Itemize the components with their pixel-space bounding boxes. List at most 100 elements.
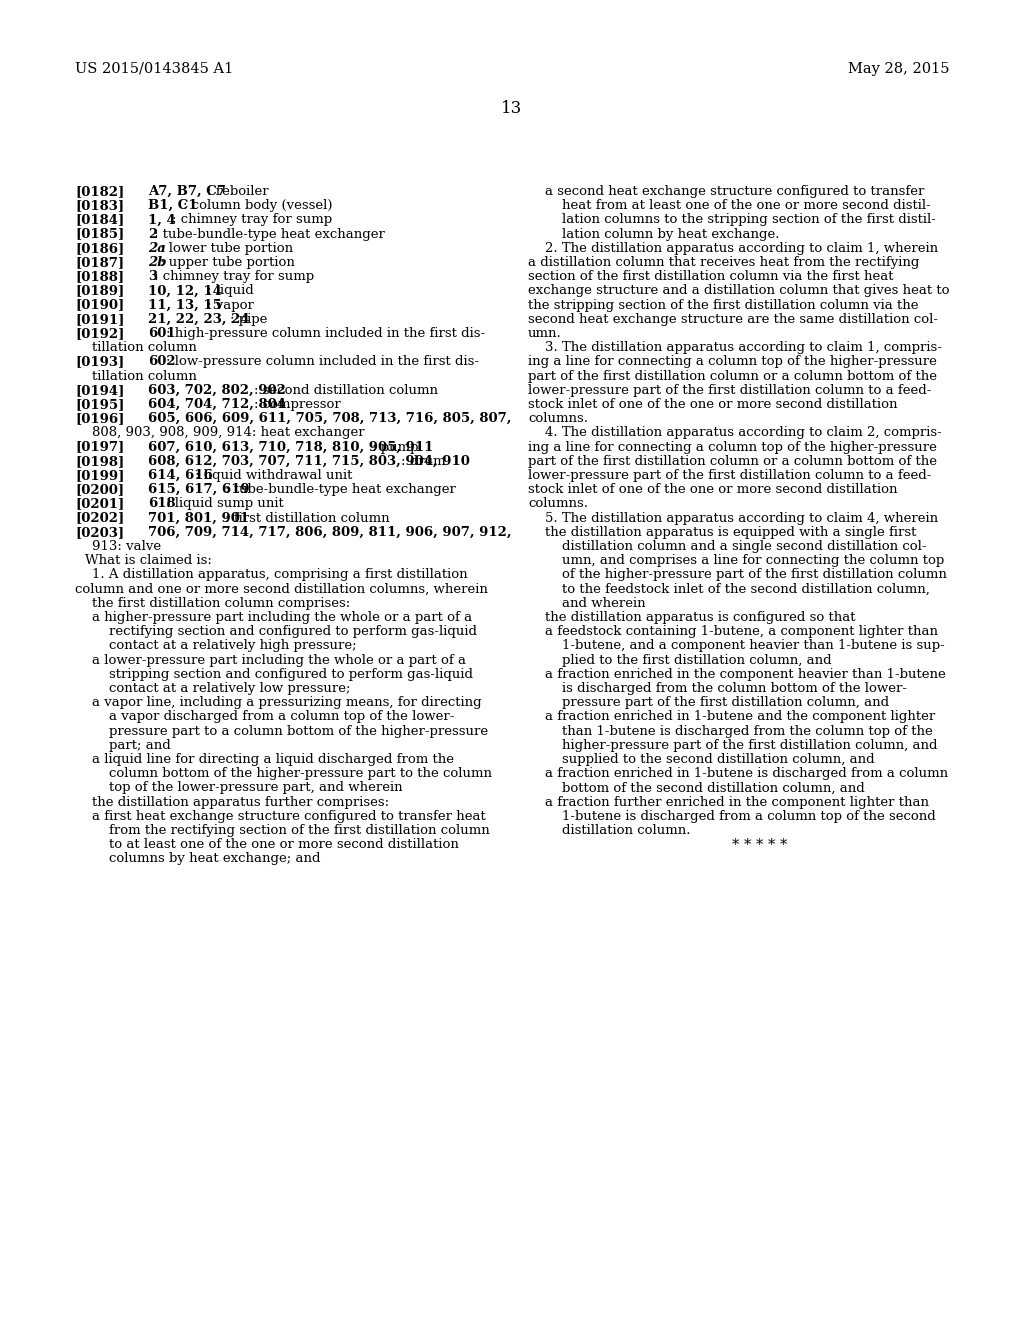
- Text: 615, 617, 619: 615, 617, 619: [148, 483, 250, 496]
- Text: : chimney tray for sump: : chimney tray for sump: [154, 271, 314, 284]
- Text: 706, 709, 714, 717, 806, 809, 811, 906, 907, 912,: 706, 709, 714, 717, 806, 809, 811, 906, …: [148, 525, 512, 539]
- Text: 5. The distillation apparatus according to claim 4, wherein: 5. The distillation apparatus according …: [528, 512, 938, 524]
- Text: a feedstock containing 1-butene, a component lighter than: a feedstock containing 1-butene, a compo…: [528, 626, 938, 638]
- Text: 11, 13, 15: 11, 13, 15: [148, 298, 222, 312]
- Text: [0197]: [0197]: [75, 441, 124, 454]
- Text: lower-pressure part of the first distillation column to a feed-: lower-pressure part of the first distill…: [528, 469, 932, 482]
- Text: : tube-bundle-type heat exchanger: : tube-bundle-type heat exchanger: [154, 227, 385, 240]
- Text: a first heat exchange structure configured to transfer heat: a first heat exchange structure configur…: [75, 809, 485, 822]
- Text: is discharged from the column bottom of the lower-: is discharged from the column bottom of …: [528, 682, 907, 696]
- Text: columns.: columns.: [528, 498, 588, 511]
- Text: [0196]: [0196]: [75, 412, 124, 425]
- Text: A7, B7, C7: A7, B7, C7: [148, 185, 226, 198]
- Text: 913: valve: 913: valve: [75, 540, 161, 553]
- Text: contact at a relatively low pressure;: contact at a relatively low pressure;: [75, 682, 350, 696]
- Text: [0183]: [0183]: [75, 199, 124, 213]
- Text: umn.: umn.: [528, 327, 562, 341]
- Text: plied to the first distillation column, and: plied to the first distillation column, …: [528, 653, 831, 667]
- Text: 2a: 2a: [148, 242, 166, 255]
- Text: : tube-bundle-type heat exchanger: : tube-bundle-type heat exchanger: [224, 483, 456, 496]
- Text: [0193]: [0193]: [75, 355, 124, 368]
- Text: : liquid: : liquid: [207, 284, 254, 297]
- Text: [0189]: [0189]: [75, 284, 124, 297]
- Text: : drum: : drum: [401, 455, 445, 467]
- Text: [0192]: [0192]: [75, 327, 124, 341]
- Text: 614, 616: 614, 616: [148, 469, 213, 482]
- Text: [0186]: [0186]: [75, 242, 124, 255]
- Text: column bottom of the higher-pressure part to the column: column bottom of the higher-pressure par…: [75, 767, 492, 780]
- Text: the distillation apparatus is configured so that: the distillation apparatus is configured…: [528, 611, 855, 624]
- Text: [0188]: [0188]: [75, 271, 124, 284]
- Text: a vapor discharged from a column top of the lower-: a vapor discharged from a column top of …: [75, 710, 455, 723]
- Text: lower-pressure part of the first distillation column to a feed-: lower-pressure part of the first distill…: [528, 384, 932, 397]
- Text: pressure part to a column bottom of the higher-pressure: pressure part to a column bottom of the …: [75, 725, 488, 738]
- Text: to the feedstock inlet of the second distillation column,: to the feedstock inlet of the second dis…: [528, 582, 930, 595]
- Text: 3: 3: [148, 271, 157, 284]
- Text: column and one or more second distillation columns, wherein: column and one or more second distillati…: [75, 582, 487, 595]
- Text: stripping section and configured to perform gas-liquid: stripping section and configured to perf…: [75, 668, 473, 681]
- Text: 603, 702, 802, 902: 603, 702, 802, 902: [148, 384, 286, 397]
- Text: lation column by heat exchange.: lation column by heat exchange.: [528, 227, 779, 240]
- Text: second heat exchange structure are the same distillation col-: second heat exchange structure are the s…: [528, 313, 938, 326]
- Text: 605, 606, 609, 611, 705, 708, 713, 716, 805, 807,: 605, 606, 609, 611, 705, 708, 713, 716, …: [148, 412, 511, 425]
- Text: the distillation apparatus is equipped with a single first: the distillation apparatus is equipped w…: [528, 525, 916, 539]
- Text: [0202]: [0202]: [75, 512, 124, 524]
- Text: 1. A distillation apparatus, comprising a first distillation: 1. A distillation apparatus, comprising …: [75, 569, 468, 581]
- Text: than 1-butene is discharged from the column top of the: than 1-butene is discharged from the col…: [528, 725, 933, 738]
- Text: : chimney tray for sump: : chimney tray for sump: [172, 214, 332, 227]
- Text: a distillation column that receives heat from the rectifying: a distillation column that receives heat…: [528, 256, 920, 269]
- Text: : liquid sump unit: : liquid sump unit: [166, 498, 284, 511]
- Text: 602: 602: [148, 355, 176, 368]
- Text: 10, 12, 14: 10, 12, 14: [148, 284, 222, 297]
- Text: distillation column and a single second distillation col-: distillation column and a single second …: [528, 540, 927, 553]
- Text: a fraction further enriched in the component lighter than: a fraction further enriched in the compo…: [528, 796, 929, 809]
- Text: a higher-pressure part including the whole or a part of a: a higher-pressure part including the who…: [75, 611, 472, 624]
- Text: : second distillation column: : second distillation column: [254, 384, 438, 397]
- Text: What is claimed is:: What is claimed is:: [85, 554, 212, 568]
- Text: pressure part of the first distillation column, and: pressure part of the first distillation …: [528, 696, 889, 709]
- Text: columns by heat exchange; and: columns by heat exchange; and: [75, 853, 321, 866]
- Text: 13: 13: [502, 100, 522, 117]
- Text: : high-pressure column included in the first dis-: : high-pressure column included in the f…: [166, 327, 484, 341]
- Text: from the rectifying section of the first distillation column: from the rectifying section of the first…: [75, 824, 489, 837]
- Text: 607, 610, 613, 710, 718, 810, 905, 911: 607, 610, 613, 710, 718, 810, 905, 911: [148, 441, 433, 454]
- Text: : pump: : pump: [372, 441, 419, 454]
- Text: 604, 704, 712, 804: 604, 704, 712, 804: [148, 399, 286, 411]
- Text: a lower-pressure part including the whole or a part of a: a lower-pressure part including the whol…: [75, 653, 466, 667]
- Text: : vapor: : vapor: [207, 298, 254, 312]
- Text: the stripping section of the first distillation column via the: the stripping section of the first disti…: [528, 298, 919, 312]
- Text: lation columns to the stripping section of the first distil-: lation columns to the stripping section …: [528, 214, 936, 227]
- Text: a vapor line, including a pressurizing means, for directing: a vapor line, including a pressurizing m…: [75, 696, 481, 709]
- Text: B1, C1: B1, C1: [148, 199, 198, 213]
- Text: 2. The distillation apparatus according to claim 1, wherein: 2. The distillation apparatus according …: [528, 242, 938, 255]
- Text: 3. The distillation apparatus according to claim 1, compris-: 3. The distillation apparatus according …: [528, 341, 942, 354]
- Text: [0194]: [0194]: [75, 384, 124, 397]
- Text: 2: 2: [148, 227, 158, 240]
- Text: 21, 22, 23, 24: 21, 22, 23, 24: [148, 313, 250, 326]
- Text: [0185]: [0185]: [75, 227, 124, 240]
- Text: [0190]: [0190]: [75, 298, 124, 312]
- Text: 1-butene is discharged from a column top of the second: 1-butene is discharged from a column top…: [528, 809, 936, 822]
- Text: 2b: 2b: [148, 256, 167, 269]
- Text: of the higher-pressure part of the first distillation column: of the higher-pressure part of the first…: [528, 569, 947, 581]
- Text: distillation column.: distillation column.: [528, 824, 690, 837]
- Text: : low-pressure column included in the first dis-: : low-pressure column included in the fi…: [166, 355, 478, 368]
- Text: to at least one of the one or more second distillation: to at least one of the one or more secon…: [75, 838, 459, 851]
- Text: * * * * *: * * * * *: [732, 838, 787, 853]
- Text: [0198]: [0198]: [75, 455, 124, 467]
- Text: 701, 801, 901: 701, 801, 901: [148, 512, 249, 524]
- Text: : column body (vessel): : column body (vessel): [183, 199, 333, 213]
- Text: [0201]: [0201]: [75, 498, 124, 511]
- Text: 1, 4: 1, 4: [148, 214, 176, 227]
- Text: [0191]: [0191]: [75, 313, 124, 326]
- Text: : liquid withdrawal unit: : liquid withdrawal unit: [196, 469, 352, 482]
- Text: supplied to the second distillation column, and: supplied to the second distillation colu…: [528, 752, 874, 766]
- Text: [0184]: [0184]: [75, 214, 124, 227]
- Text: a fraction enriched in 1-butene is discharged from a column: a fraction enriched in 1-butene is disch…: [528, 767, 948, 780]
- Text: ing a line for connecting a column top of the higher-pressure: ing a line for connecting a column top o…: [528, 355, 937, 368]
- Text: rectifying section and configured to perform gas-liquid: rectifying section and configured to per…: [75, 626, 477, 638]
- Text: stock inlet of one of the one or more second distillation: stock inlet of one of the one or more se…: [528, 399, 897, 411]
- Text: : lower tube portion: : lower tube portion: [160, 242, 293, 255]
- Text: [0203]: [0203]: [75, 525, 124, 539]
- Text: a fraction enriched in the component heavier than 1-butene: a fraction enriched in the component hea…: [528, 668, 946, 681]
